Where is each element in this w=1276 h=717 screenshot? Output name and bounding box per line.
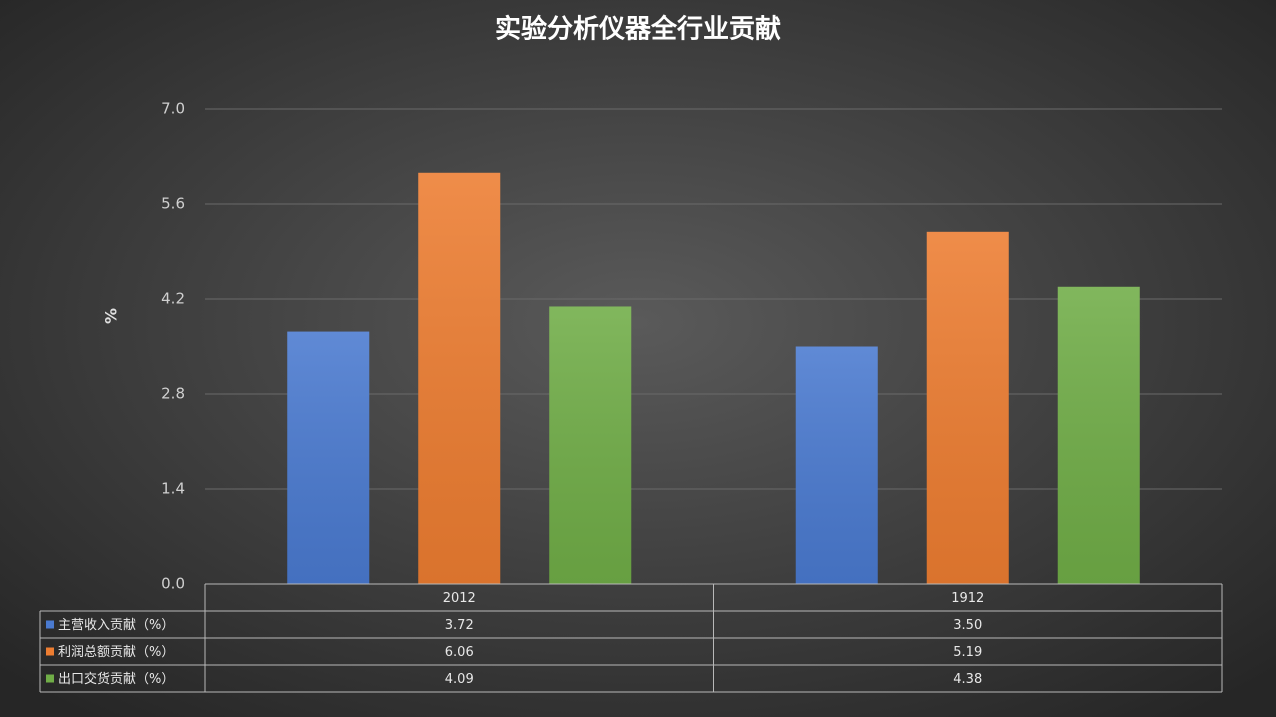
x-tick-label: 1912 — [951, 591, 984, 606]
table-value: 4.09 — [445, 672, 474, 687]
bar-sheen — [926, 231, 1009, 585]
legend-swatch — [46, 620, 54, 629]
bar-sheen — [1057, 286, 1140, 584]
y-tick-label: 1.4 — [161, 480, 185, 498]
y-tick-label: 4.2 — [161, 290, 185, 308]
bar-sheen — [795, 346, 878, 584]
chart-title: 实验分析仪器全行业贡献 — [495, 14, 781, 45]
table-value: 3.50 — [953, 618, 982, 633]
legend-label: 利润总额贡献（%） — [58, 645, 174, 660]
table-value: 5.19 — [953, 645, 982, 660]
y-tick-label: 0.0 — [161, 575, 185, 593]
bar-sheen — [418, 172, 501, 585]
x-tick-label: 2012 — [443, 591, 476, 606]
bar-sheen — [287, 331, 370, 584]
table-value: 4.38 — [953, 672, 982, 687]
y-tick-label: 7.0 — [161, 100, 185, 118]
y-tick-label: 2.8 — [161, 385, 185, 403]
table-value: 6.06 — [445, 645, 474, 660]
bar-sheen — [549, 306, 632, 584]
legend-label: 出口交货贡献（%） — [58, 671, 174, 687]
legend-label: 主营收入贡献（%） — [58, 618, 174, 633]
legend-swatch — [46, 674, 54, 683]
y-axis-label: % — [102, 308, 121, 324]
table-value: 3.72 — [445, 618, 474, 633]
legend-swatch — [46, 647, 54, 656]
y-tick-label: 5.6 — [161, 195, 185, 213]
